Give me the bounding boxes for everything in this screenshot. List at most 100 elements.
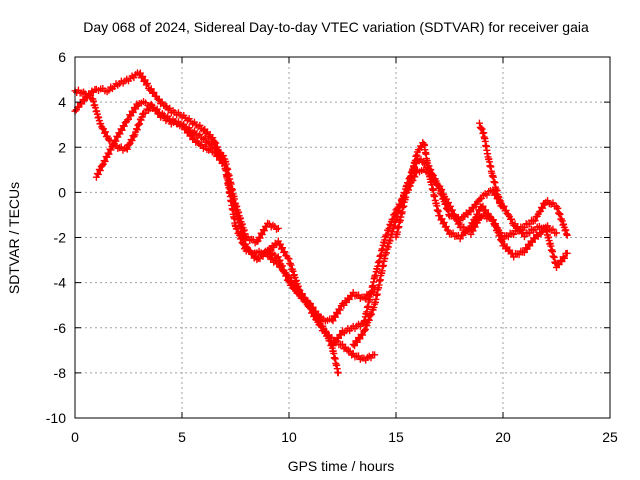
data-point <box>274 224 282 232</box>
data-point <box>504 233 512 241</box>
data-point <box>334 310 342 318</box>
series-sat-d <box>264 251 342 377</box>
data-point <box>456 217 464 225</box>
data-point <box>329 342 337 350</box>
data-point <box>368 310 376 318</box>
data-point <box>281 248 289 256</box>
data-point <box>442 223 450 231</box>
data-point <box>306 300 314 308</box>
series-sat-a <box>71 69 379 325</box>
data-point <box>361 325 369 333</box>
data-point <box>182 124 190 132</box>
data-point <box>470 204 478 212</box>
data-point <box>436 184 444 192</box>
data-point <box>510 253 518 261</box>
data-point <box>531 217 539 225</box>
data-point <box>440 218 448 226</box>
data-point <box>242 242 250 250</box>
data-point <box>439 194 447 202</box>
data-point <box>537 229 545 237</box>
data-point <box>116 130 124 138</box>
data-point <box>549 225 557 233</box>
data-point <box>556 210 564 218</box>
data-points <box>71 69 571 377</box>
data-point <box>349 349 357 357</box>
data-point <box>486 212 494 220</box>
data-point <box>563 249 571 257</box>
data-point <box>270 243 278 251</box>
data-point <box>442 200 450 208</box>
data-point <box>553 229 560 237</box>
data-point <box>482 206 490 214</box>
data-point <box>438 215 446 223</box>
data-point <box>97 120 105 128</box>
data-point <box>244 233 252 241</box>
data-point <box>363 322 371 330</box>
data-point <box>126 111 134 119</box>
data-point <box>199 135 207 143</box>
data-point <box>476 123 484 131</box>
y-tick-label: -8 <box>54 365 67 381</box>
axis-ticks <box>74 56 611 419</box>
data-point <box>555 209 563 217</box>
series-sat-e <box>328 166 571 350</box>
grid-lines <box>75 57 610 418</box>
data-point <box>260 227 268 235</box>
y-tick-label: -6 <box>54 320 67 336</box>
data-point <box>105 150 113 158</box>
data-point <box>125 140 133 148</box>
data-point <box>469 220 477 228</box>
data-point <box>219 158 227 166</box>
data-point <box>206 140 214 148</box>
data-point <box>280 268 288 276</box>
y-tick-label: -10 <box>46 410 66 426</box>
series-sat-h <box>475 119 505 210</box>
data-point <box>123 145 131 153</box>
data-point <box>520 224 528 232</box>
data-point <box>475 119 483 127</box>
data-point <box>144 80 152 88</box>
data-point <box>331 313 339 321</box>
data-point <box>510 230 518 238</box>
data-point <box>560 220 568 228</box>
data-point <box>526 229 534 237</box>
data-point <box>118 126 126 134</box>
data-point <box>534 232 542 240</box>
data-point <box>496 231 504 239</box>
x-tick-label: 0 <box>71 429 79 445</box>
data-point <box>185 128 193 136</box>
data-point <box>298 290 306 298</box>
data-point <box>353 338 361 346</box>
data-point <box>202 138 210 146</box>
data-point <box>520 233 528 241</box>
y-tick-label: 6 <box>58 49 66 65</box>
data-point <box>449 229 457 237</box>
data-point <box>253 256 261 264</box>
y-tick-label: -2 <box>54 230 67 246</box>
data-point <box>526 242 534 250</box>
data-point <box>444 206 452 214</box>
data-point <box>526 220 534 228</box>
data-point <box>558 217 566 225</box>
data-point <box>311 307 319 315</box>
data-point <box>259 252 267 260</box>
data-point <box>258 231 266 239</box>
data-point <box>88 87 96 95</box>
data-point <box>483 191 491 199</box>
data-point <box>370 303 378 311</box>
chart-title: Day 068 of 2024, Sidereal Day-to-day VTE… <box>83 19 589 35</box>
data-point <box>150 89 158 97</box>
data-point <box>467 208 475 216</box>
tick-labels: 0 5 10 15 20 25 -10 -8 -6 -4 -2 0 2 4 6 <box>46 49 618 445</box>
data-point <box>98 162 106 170</box>
y-tick-label: -4 <box>54 275 67 291</box>
data-point <box>497 202 505 210</box>
data-point <box>136 120 144 128</box>
data-point <box>101 157 109 165</box>
data-point <box>274 260 282 268</box>
data-point <box>94 170 102 178</box>
data-point <box>329 317 337 325</box>
data-point <box>343 346 351 354</box>
data-point <box>101 128 109 136</box>
